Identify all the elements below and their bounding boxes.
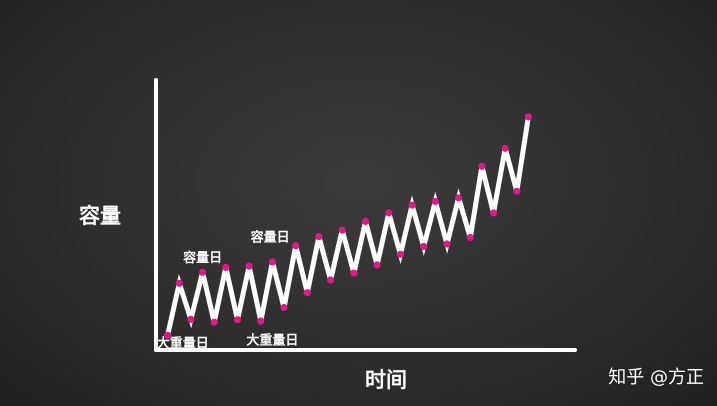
data-point [245, 262, 253, 270]
data-point [210, 318, 218, 326]
data-point [315, 233, 323, 241]
data-point [361, 217, 370, 226]
data-point [478, 162, 486, 170]
data-point [524, 113, 533, 121]
x-axis-label: 时间 [365, 367, 407, 392]
data-point [292, 242, 300, 250]
watermark: 知乎 @方正 [608, 367, 704, 388]
data-point [396, 250, 404, 258]
data-point [420, 242, 428, 251]
data-point [303, 289, 311, 297]
series-line [165, 114, 531, 338]
data-point [164, 331, 172, 339]
data-point [513, 187, 521, 195]
data-point [280, 303, 288, 312]
annotation-label: 容量日 [182, 250, 222, 266]
data-point [431, 197, 439, 206]
data-point [222, 263, 230, 271]
data-point [257, 317, 265, 325]
annotation-label: 大重量日 [246, 333, 298, 349]
data-point [489, 209, 498, 217]
data-point [233, 316, 242, 324]
data-point [268, 258, 276, 266]
data-point [199, 268, 207, 276]
data-point [443, 240, 451, 248]
y-axis-label: 容量 [79, 203, 121, 228]
annotation-label: 容量日 [250, 230, 290, 246]
data-point [338, 226, 346, 234]
data-point [187, 315, 195, 323]
data-point [408, 201, 416, 209]
data-point [385, 209, 393, 217]
data-point [466, 233, 474, 242]
data-point [373, 261, 381, 269]
annotation-label: 大重量日 [157, 336, 209, 352]
data-point [327, 276, 335, 284]
data-point [350, 269, 358, 277]
data-point [455, 194, 463, 202]
data-point [501, 144, 509, 152]
data-point [175, 279, 183, 287]
